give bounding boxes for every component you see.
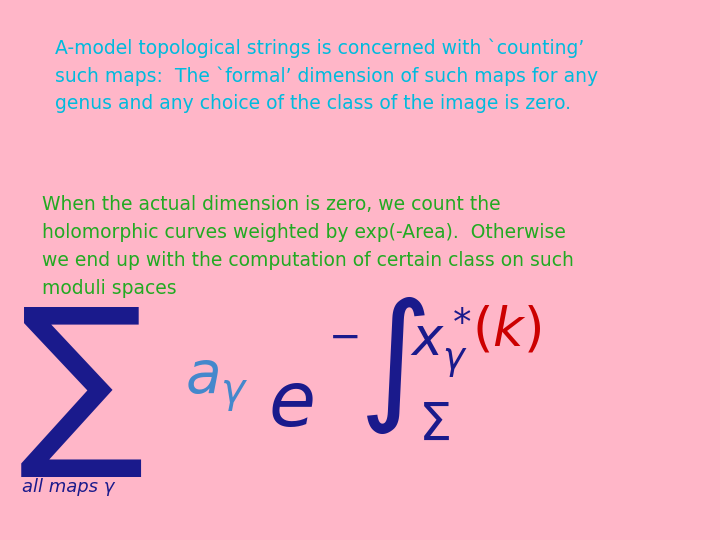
Text: we end up with the computation of certain class on such: we end up with the computation of certai…: [42, 251, 574, 270]
Text: $e$: $e$: [268, 368, 314, 442]
Text: such maps:  The `formal’ dimension of such maps for any: such maps: The `formal’ dimension of suc…: [55, 66, 598, 85]
Text: $a_\gamma$: $a_\gamma$: [185, 358, 248, 415]
Text: $-$: $-$: [328, 318, 359, 356]
Text: $(k)$: $(k)$: [472, 305, 541, 357]
Text: moduli spaces: moduli spaces: [42, 279, 176, 298]
Text: $\int$: $\int$: [358, 295, 426, 436]
Text: genus and any choice of the class of the image is zero.: genus and any choice of the class of the…: [55, 94, 571, 113]
Text: When the actual dimension is zero, we count the: When the actual dimension is zero, we co…: [42, 195, 500, 214]
Text: all maps γ: all maps γ: [22, 478, 114, 496]
Text: $\sum$: $\sum$: [18, 305, 142, 479]
Text: $\Sigma$: $\Sigma$: [418, 400, 450, 452]
Text: A-model topological strings is concerned with `counting’: A-model topological strings is concerned…: [55, 38, 584, 57]
Text: $x_\gamma^*$: $x_\gamma^*$: [410, 305, 472, 381]
Text: holomorphic curves weighted by exp(-Area).  Otherwise: holomorphic curves weighted by exp(-Area…: [42, 223, 566, 242]
